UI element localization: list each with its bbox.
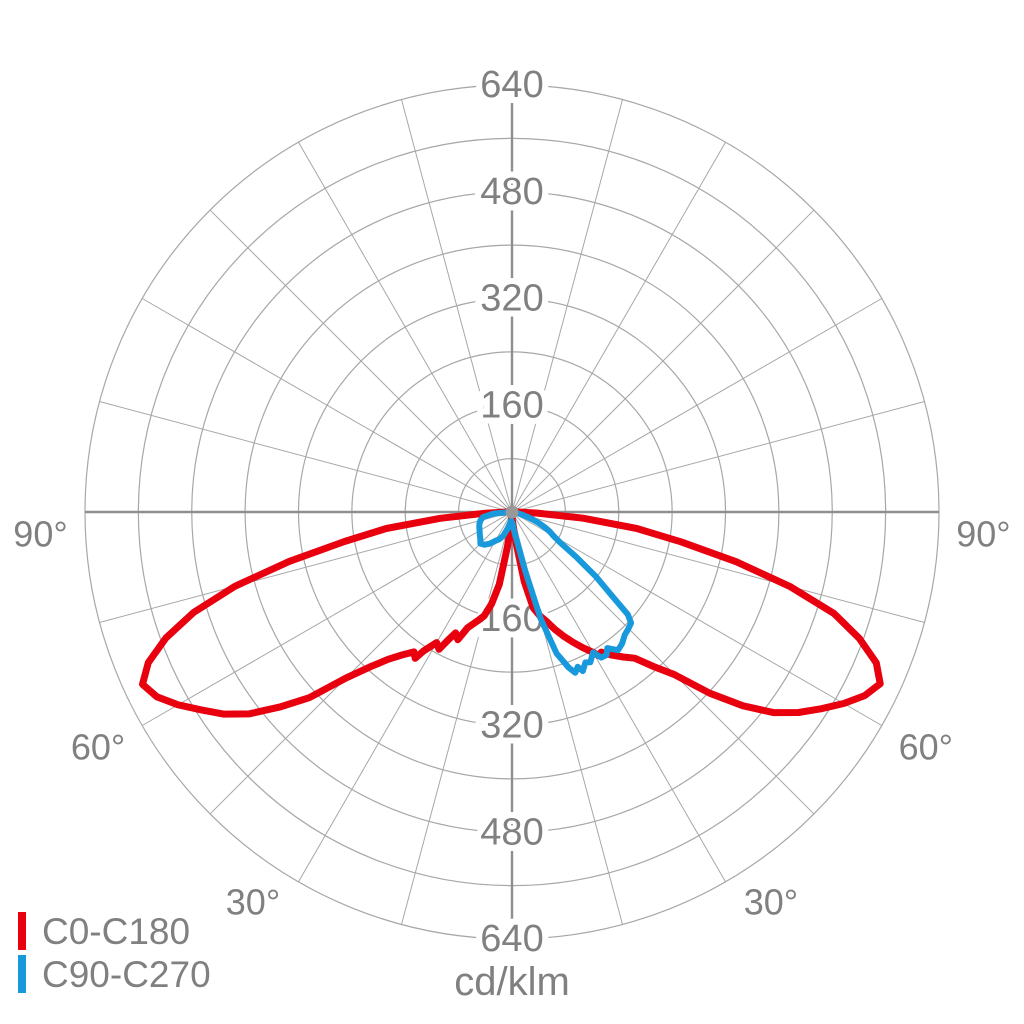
grid-spoke bbox=[511, 511, 925, 623]
angle-label: 90° bbox=[956, 514, 1010, 555]
radial-tick-label: 320 bbox=[480, 278, 543, 320]
grid-spoke bbox=[511, 99, 623, 513]
legend-swatch-c90-c270 bbox=[18, 955, 26, 993]
grid-spoke bbox=[141, 298, 513, 513]
grid-spoke bbox=[511, 298, 883, 513]
unit-label: cd/klm bbox=[454, 960, 570, 1004]
legend-label-c90-c270: C90-C270 bbox=[42, 953, 211, 995]
grid-spoke bbox=[209, 511, 513, 815]
curve-c90-c270 bbox=[476, 509, 635, 676]
grid-spoke bbox=[99, 401, 513, 513]
legend-swatch-c0-c180 bbox=[18, 912, 26, 950]
grid-spoke bbox=[99, 511, 513, 623]
grid-spoke bbox=[401, 99, 513, 513]
center-dot bbox=[505, 505, 519, 519]
legend-item-c0-c180: C0-C180 bbox=[18, 911, 211, 951]
grid-spoke bbox=[209, 209, 513, 513]
angle-label: 30° bbox=[226, 881, 280, 922]
legend-label-c0-c180: C0-C180 bbox=[42, 910, 191, 952]
grid-spoke bbox=[511, 511, 726, 883]
angle-label: 60° bbox=[899, 727, 953, 768]
radial-tick-label: 480 bbox=[480, 171, 543, 213]
radial-tick-label: 480 bbox=[480, 811, 543, 853]
grid-spoke bbox=[511, 511, 815, 815]
angle-label: 90° bbox=[13, 514, 67, 555]
grid-spoke bbox=[511, 401, 925, 513]
grid-spoke bbox=[511, 511, 883, 726]
grid-spoke bbox=[401, 511, 513, 925]
legend-item-c90-c270: C90-C270 bbox=[18, 954, 211, 994]
grid-spoke bbox=[298, 511, 513, 883]
grid-spoke bbox=[298, 141, 513, 513]
grid-spoke bbox=[511, 209, 815, 513]
radial-tick-label: 320 bbox=[480, 705, 543, 747]
radial-tick-label: 160 bbox=[480, 384, 543, 426]
radial-tick-label: 640 bbox=[480, 64, 543, 106]
grid-spoke bbox=[141, 511, 513, 726]
radial-tick-label: 640 bbox=[480, 918, 543, 960]
grid-spoke bbox=[511, 141, 726, 513]
angle-label: 30° bbox=[744, 881, 798, 922]
angle-label: 60° bbox=[71, 727, 125, 768]
legend: C0-C180 C90-C270 bbox=[18, 911, 211, 994]
